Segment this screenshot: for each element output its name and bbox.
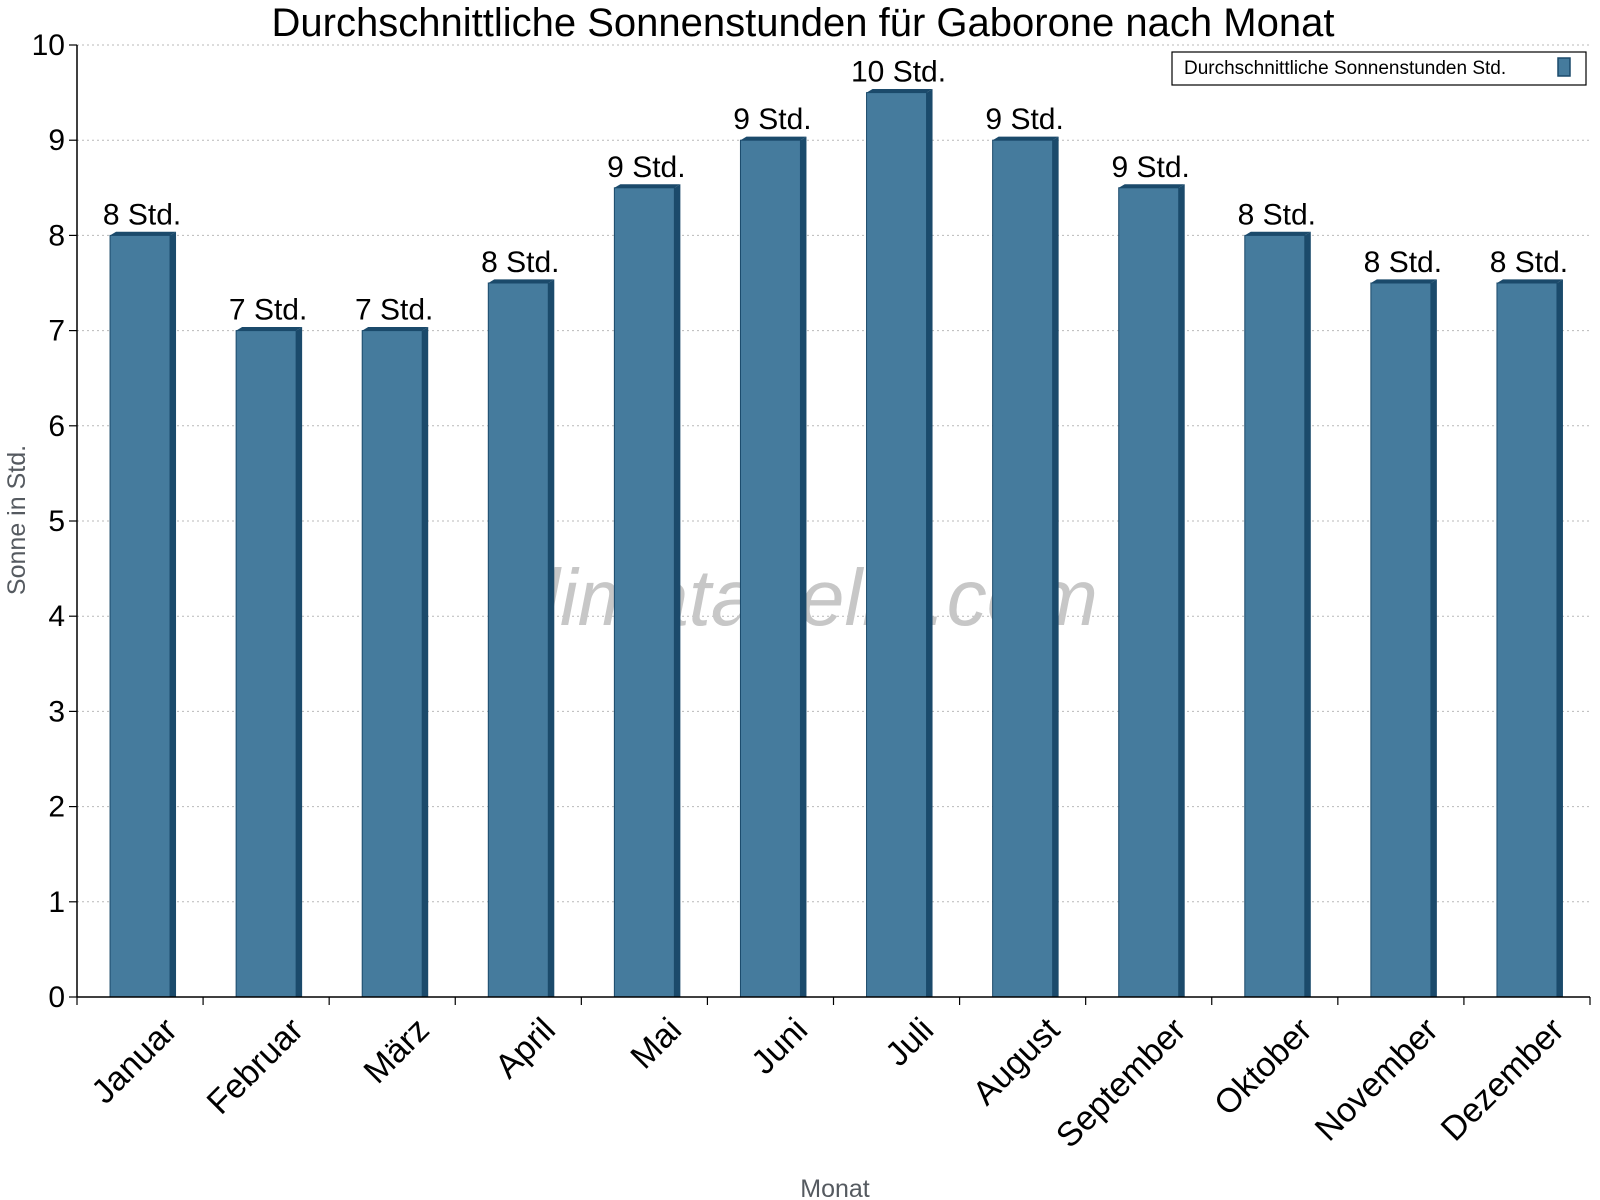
- bar-top: [1370, 279, 1437, 283]
- data-label: 9 Std.: [1112, 151, 1190, 184]
- x-tick-label: Januar: [84, 1011, 184, 1111]
- y-tick-label: 5: [48, 505, 65, 538]
- bar-top: [1118, 184, 1185, 188]
- y-tick-label: 10: [32, 29, 65, 62]
- bars: [109, 89, 1563, 998]
- data-label: 9 Std.: [607, 151, 685, 184]
- bar-side: [548, 279, 555, 997]
- bar-side: [674, 184, 681, 997]
- legend-box: [1171, 51, 1587, 86]
- bar: [866, 92, 928, 998]
- x-tick-label: März: [357, 1011, 437, 1091]
- bar: [1370, 282, 1432, 998]
- bar-side: [296, 327, 303, 997]
- y-tick-label: 0: [48, 981, 65, 1014]
- bar-top: [110, 231, 177, 236]
- x-tick-labels: Januar Februar März April Mai Juni Juli AugustS…: [84, 1010, 1571, 1155]
- x-tick-label: Mai: [623, 1011, 689, 1077]
- data-label: 7 Std.: [355, 294, 433, 327]
- bar-side: [1556, 279, 1563, 997]
- y-tick-label: 4: [48, 600, 65, 633]
- x-axis-label: Monat: [800, 1175, 870, 1200]
- bar: [487, 282, 549, 998]
- bar-top: [614, 184, 681, 188]
- x-tick-label: August: [966, 1010, 1068, 1112]
- y-tick-label: 3: [48, 695, 65, 728]
- data-label: 8 Std.: [103, 198, 181, 231]
- bar-side: [1178, 184, 1185, 997]
- bar: [235, 330, 297, 998]
- bar: [1118, 187, 1180, 998]
- bar-side: [926, 89, 933, 997]
- bar-side: [422, 327, 429, 997]
- data-label: 7 Std.: [229, 294, 307, 327]
- bar-top: [236, 327, 303, 331]
- legend-label: Durchschnittliche Sonnenstunden Std.: [1184, 58, 1506, 79]
- bar-side: [800, 136, 807, 998]
- x-tick-label: September: [1049, 1011, 1193, 1155]
- legend: Durchschnittliche Sonnenstunden Std.: [1171, 51, 1587, 86]
- bar: [361, 330, 423, 998]
- bar-top: [362, 327, 429, 331]
- x-tick-label: Dezember: [1434, 1011, 1572, 1149]
- y-tick-label: 1: [48, 886, 65, 919]
- bar-top: [488, 279, 555, 283]
- y-tick-label: 6: [48, 410, 65, 443]
- x-tick-label: Februar: [200, 1011, 311, 1122]
- y-tick-label: 2: [48, 791, 65, 824]
- data-label: 8 Std.: [1238, 198, 1316, 231]
- y-tick-label: 8: [48, 219, 65, 252]
- bar: [109, 234, 171, 998]
- bar-side: [1052, 136, 1059, 998]
- y-tick-label: 9: [48, 124, 65, 157]
- x-tick-label: Juli: [878, 1011, 941, 1074]
- x-tick-label: Oktober: [1207, 1011, 1319, 1123]
- x-tick-label: Juni: [744, 1011, 815, 1082]
- bar-top: [992, 136, 1059, 141]
- x-tick-label: November: [1308, 1011, 1446, 1149]
- bar: [1496, 282, 1558, 998]
- data-labels: 8 Std. 7 Std. 7 Std. 8 Std. 9 Std. 9 Std. 10 S…: [103, 56, 1568, 327]
- data-label: 8 Std.: [1364, 246, 1442, 279]
- data-label: 8 Std.: [1490, 246, 1568, 279]
- axes: [69, 44, 1591, 1005]
- grid-lines: [77, 44, 1590, 903]
- legend-swatch: [1557, 57, 1571, 77]
- bar-top: [1496, 279, 1563, 283]
- x-tick-label: April: [488, 1011, 563, 1086]
- bar: [739, 139, 801, 998]
- y-tick-label: 7: [48, 315, 65, 348]
- bar: [1244, 234, 1306, 998]
- bar-top: [1244, 231, 1311, 236]
- bar: [992, 139, 1054, 998]
- bar-top: [740, 136, 807, 141]
- bar-side: [1304, 231, 1311, 998]
- bar: [613, 187, 675, 998]
- data-label: 9 Std.: [985, 103, 1063, 136]
- bar-top: [866, 89, 933, 93]
- y-axis-label: Sonne in Std.: [3, 445, 31, 595]
- data-label: 10 Std.: [851, 56, 946, 89]
- data-label: 8 Std.: [481, 246, 559, 279]
- bar-side: [170, 231, 177, 998]
- data-label: 9 Std.: [733, 103, 811, 136]
- y-tick-labels: 0 1 2 3 4 5 6 7 8 9 10: [32, 29, 65, 1014]
- bar-side: [1430, 279, 1437, 997]
- chart-title: Durchschnittliche Sonnenstunden für Gabo…: [272, 1, 1335, 45]
